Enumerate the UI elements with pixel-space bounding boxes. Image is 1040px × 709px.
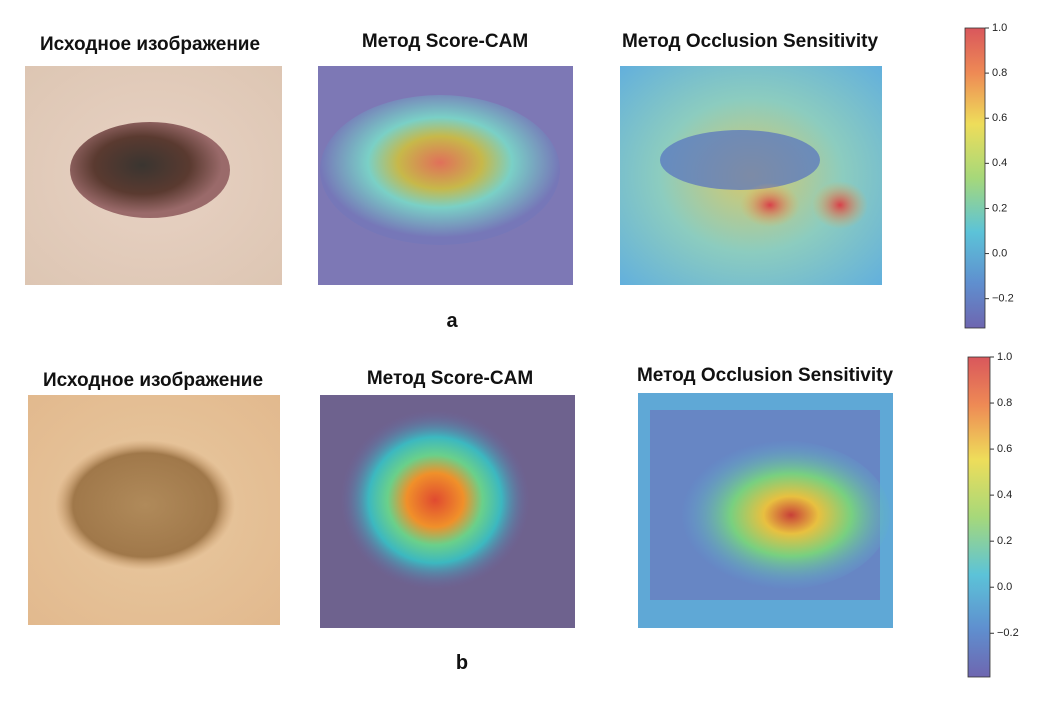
panel-title: Метод Score-CAM	[367, 368, 533, 389]
colorbar-tick-label: 0.0	[992, 247, 1007, 259]
colorbar-tick-label: 0.6	[997, 443, 1012, 455]
heatmap	[320, 95, 560, 245]
panel-title: Исходное изображение	[43, 370, 263, 391]
heatmap-high	[740, 183, 800, 227]
colorbar-tick-label: 0.6	[992, 112, 1007, 124]
panel-title: Метод Score-CAM	[362, 31, 528, 52]
panel-title: Исходное изображение	[40, 34, 260, 55]
colorbar-tick-label: −0.2	[997, 627, 1019, 639]
heatmap-low	[660, 130, 820, 190]
colorbar-tick-label: 0.2	[992, 202, 1007, 214]
colorbar-tick-label: −0.2	[992, 293, 1014, 305]
colorbar-tick-label: 1.0	[992, 22, 1007, 34]
panel-title: Метод Occlusion Sensitivity	[637, 365, 893, 386]
colorbar-tick-label: 0.4	[997, 489, 1012, 501]
colorbar-tick-label: 1.0	[997, 351, 1012, 363]
heatmap	[670, 440, 890, 590]
lesion	[55, 440, 235, 570]
panel-label: b	[456, 652, 468, 674]
heatmap	[340, 410, 530, 590]
panel-title: Метод Occlusion Sensitivity	[622, 31, 878, 52]
colorbar-tick-label: 0.2	[997, 535, 1012, 547]
panel-label: a	[446, 310, 458, 332]
lesion	[70, 122, 230, 218]
colorbar	[967, 356, 991, 678]
heatmap-high	[812, 181, 868, 229]
colorbar-tick-label: 0.8	[997, 397, 1012, 409]
colorbar-tick-label: 0.4	[992, 157, 1007, 169]
colorbar-tick-label: 0.8	[992, 67, 1007, 79]
colorbar	[964, 27, 986, 329]
colorbar-tick-label: 0.0	[997, 581, 1012, 593]
